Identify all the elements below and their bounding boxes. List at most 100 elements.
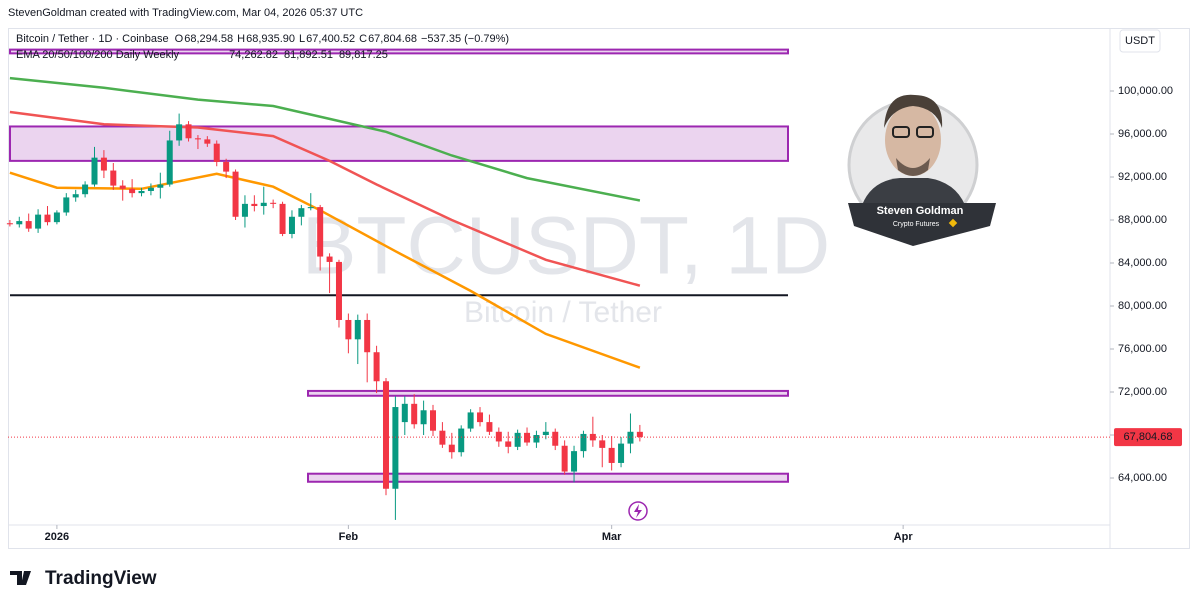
candle-body (251, 203, 258, 207)
currency-box[interactable] (1119, 29, 1161, 53)
candle-body (35, 214, 42, 229)
candle-body (53, 212, 60, 223)
ohlc-key: C (359, 33, 367, 45)
zone (307, 389, 789, 397)
candle-body (477, 412, 484, 423)
candle-body (25, 221, 32, 229)
candle-body (204, 139, 211, 144)
brand[interactable]: TradingView (45, 568, 157, 589)
y-tick-label: 84,000.00 (1118, 257, 1167, 269)
candle-body (505, 441, 512, 447)
candle-body (298, 208, 305, 217)
brand-logo[interactable] (10, 571, 31, 585)
ema-line (9, 76, 641, 202)
candle-body (439, 430, 446, 445)
candle-body (467, 412, 474, 429)
y-tick-label: 80,000.00 (1118, 300, 1167, 312)
candle-body (241, 203, 248, 217)
candle-body (608, 447, 615, 463)
ema-line (9, 110, 641, 287)
candle-body (6, 223, 13, 225)
ohlc-value: 68,935.90 (246, 33, 295, 45)
candle-body (326, 256, 333, 262)
candle-body (580, 433, 587, 452)
candle-body (618, 443, 625, 463)
candle-body (561, 445, 568, 472)
candle-body (345, 319, 352, 340)
ema-legend: EMA 20/50/100/200 Daily Weekly (16, 49, 180, 61)
alert-icon[interactable] (628, 501, 648, 521)
candle-body (486, 422, 493, 432)
candle-body (138, 190, 145, 194)
candle-body (166, 140, 173, 185)
candle-body (627, 431, 634, 444)
ohlc-key: O (175, 33, 184, 45)
candle-body (129, 188, 136, 194)
zone (9, 125, 789, 162)
frame (8, 28, 1190, 549)
candle-body (119, 185, 126, 189)
ohlc-key: L (299, 33, 305, 45)
candle-body (260, 202, 267, 207)
candle-body (213, 143, 220, 162)
candle-body (392, 407, 399, 489)
candle-body (599, 440, 606, 448)
candle-body (63, 197, 70, 213)
watermark: BTCUSDT, 1D (302, 201, 831, 292)
badge-name: Steven Goldman (877, 205, 964, 217)
candle-body (157, 184, 164, 188)
avatar-badge: Steven Goldman Crypto Futures (847, 94, 996, 246)
plot (6, 48, 1110, 520)
candle-body (279, 203, 286, 234)
x-tick-label: Feb (339, 531, 359, 543)
x-tick-label: Apr (894, 531, 914, 543)
candle-body (448, 444, 455, 453)
candle-body (194, 138, 201, 140)
candle-body (100, 157, 107, 171)
last-price-label: 67,804.68 (1124, 431, 1173, 443)
ohlc-value: 68,294.58 (184, 33, 233, 45)
candle-body (232, 171, 239, 217)
y-tick-label: 72,000.00 (1118, 386, 1167, 398)
ema-value: 89,817.25 (339, 49, 388, 61)
candle-body (223, 161, 230, 172)
candle-body (411, 403, 418, 425)
candle-body (307, 207, 314, 209)
candle-body (542, 431, 549, 435)
ema-value: 74,262.82 (229, 49, 278, 61)
candle-body (495, 431, 502, 442)
candle-body (458, 428, 465, 453)
candle-body (185, 124, 192, 139)
x-tick-label: 2026 (45, 531, 69, 543)
candle-body (72, 194, 79, 198)
candle-body (401, 403, 408, 423)
candle-body (91, 157, 98, 185)
zone (307, 472, 789, 483)
candle-body (82, 184, 89, 195)
ohlc-key: H (237, 33, 245, 45)
zone (9, 48, 789, 55)
badge-sub: Crypto Futures (893, 221, 940, 228)
candle-body (364, 319, 371, 353)
candle-body (270, 202, 277, 204)
y-tick-label: 88,000.00 (1118, 214, 1167, 226)
candle-body (147, 187, 154, 191)
header: StevenGoldman created with TradingView.c… (8, 7, 363, 19)
y-tick-label: 64,000.00 (1118, 472, 1167, 484)
currency[interactable]: USDT (1125, 35, 1155, 47)
candle-body (110, 170, 117, 186)
candle-body (382, 381, 389, 489)
candle-body (354, 319, 361, 340)
ema-value: 81,892.51 (284, 49, 333, 61)
candle-body (420, 410, 427, 425)
candle-body (533, 435, 540, 443)
change: −537.35 (−0.79%) (421, 33, 509, 45)
candle-body (514, 432, 521, 447)
y-tick-label: 96,000.00 (1118, 128, 1167, 140)
ohlc-value: 67,400.52 (306, 33, 355, 45)
y-tick-label: 76,000.00 (1118, 343, 1167, 355)
ema-line (9, 171, 641, 369)
candle-body (589, 433, 596, 441)
